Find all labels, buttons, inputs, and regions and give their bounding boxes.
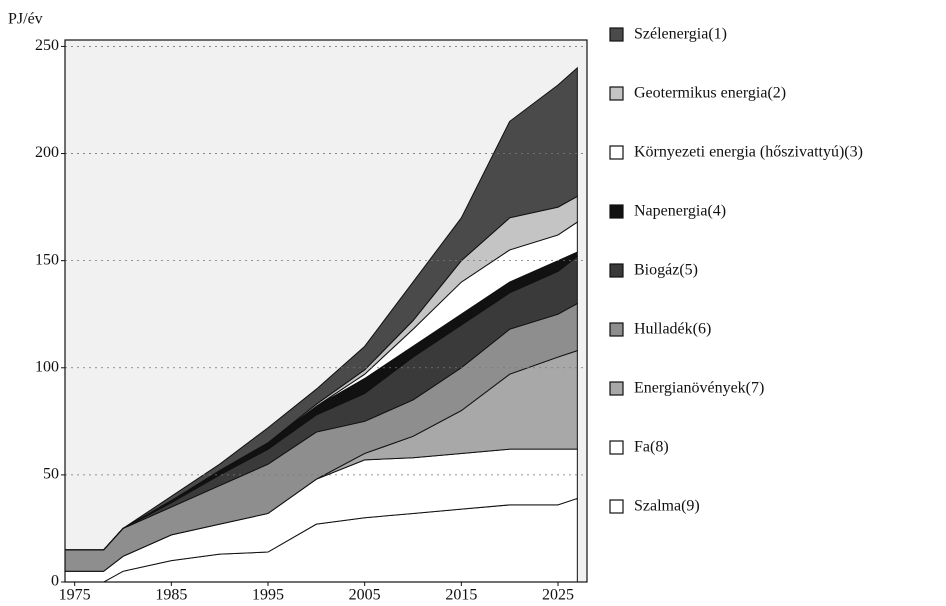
x-tick-label: 1995 [252, 587, 284, 604]
legend-swatch [609, 322, 624, 337]
legend-label: Energianövények(7) [634, 380, 764, 397]
x-tick-label: 2015 [445, 587, 477, 604]
x-tick-label: 2025 [542, 587, 574, 604]
legend-swatch [609, 86, 624, 101]
legend-swatch [609, 440, 624, 455]
area [65, 66, 578, 551]
legend-swatch [609, 145, 624, 160]
y-tick-label: 200 [35, 144, 59, 161]
legend-swatch [609, 499, 624, 514]
legend-label: Hulladék(6) [634, 321, 711, 338]
y-tick-label: 50 [43, 466, 59, 483]
legend-swatch [609, 381, 624, 396]
y-tick-label: 0 [51, 573, 59, 590]
x-tick-label: 2005 [349, 587, 381, 604]
legend-label: Geotermikus energia(2) [634, 85, 786, 102]
y-tick-label: 250 [35, 37, 59, 54]
legend-swatch [609, 263, 624, 278]
legend-label: Biogáz(5) [634, 262, 698, 279]
legend-swatch [609, 204, 624, 219]
x-tick-label: 1975 [59, 587, 91, 604]
y-tick-label: 100 [35, 358, 59, 375]
legend-label: Napenergia(4) [634, 203, 726, 220]
legend-label: Szalma(9) [634, 498, 700, 515]
legend-label: Környezeti energia (hőszivattyú)(3) [634, 144, 863, 161]
plot-frame [64, 39, 588, 583]
x-tick-label: 1985 [155, 587, 187, 604]
legend-label: Szélenergia(1) [634, 26, 727, 43]
y-axis-label: PJ/év [8, 11, 43, 28]
y-tick-label: 150 [35, 251, 59, 268]
legend-swatch [609, 27, 624, 42]
legend-label: Fa(8) [634, 439, 669, 456]
